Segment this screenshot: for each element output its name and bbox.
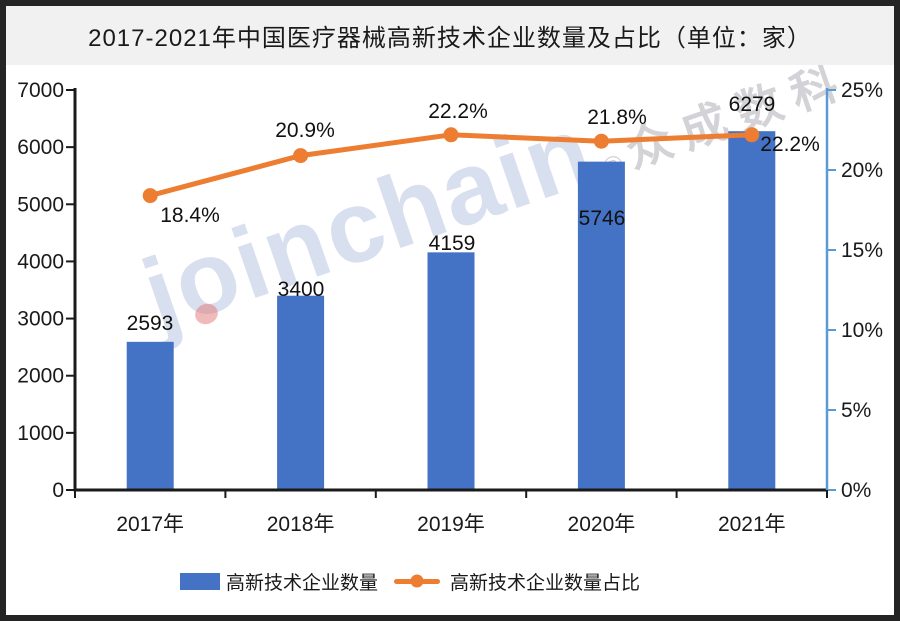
category-label-2017年: 2017年 (116, 513, 184, 536)
left-axis-tick-label: 5000 (17, 193, 64, 216)
legend: 高新技术企业数量 高新技术企业数量占比 (0, 566, 820, 596)
left-axis-tick-label: 2000 (17, 365, 64, 388)
line-value-label-2017年: 18.4% (160, 204, 220, 227)
left-axis-tick-label: 7000 (17, 79, 64, 102)
category-label-2019年: 2019年 (417, 513, 485, 536)
right-axis-tick-label: 25% (841, 79, 883, 102)
line-point-2021年 (744, 127, 760, 143)
left-axis-tick-label: 3000 (17, 308, 64, 331)
bar-value-label-2021年: 6279 (729, 93, 776, 116)
category-label-2020年: 2020年 (568, 513, 636, 536)
left-axis-tick-label: 4000 (17, 250, 64, 273)
bar-2018年 (277, 295, 325, 490)
title-band: 2017-2021年中国医疗器械高新技术企业数量及占比（单位：家） (6, 6, 894, 65)
bar-2020年 (577, 161, 625, 490)
right-axis-tick-label: 10% (841, 319, 883, 342)
bar-2017年 (126, 341, 174, 490)
page-title: 2017-2021年中国医疗器械高新技术企业数量及占比（单位：家） (88, 25, 812, 52)
line-value-label-2018年: 20.9% (275, 119, 335, 142)
line-point-2019年 (443, 127, 459, 143)
line-value-label-2020年: 21.8% (587, 106, 647, 129)
legend-line-label: 高新技术企业数量占比 (450, 572, 641, 594)
line-point-2018年 (293, 148, 309, 164)
right-axis-tick-label: 0% (841, 479, 871, 502)
left-axis-tick-label: 6000 (17, 136, 64, 159)
bar-2019年 (427, 252, 475, 490)
legend-line-marker-dot (410, 574, 424, 588)
line-point-2020年 (593, 133, 609, 149)
bar-value-label-2017年: 2593 (127, 312, 174, 335)
legend-line-swatch (394, 574, 440, 588)
ratio-line (147, 132, 755, 199)
legend-bar-label: 高新技术企业数量 (225, 572, 378, 594)
line-point-2017年 (142, 188, 158, 204)
line-value-label-2019年: 22.2% (428, 100, 488, 123)
bar-value-label-2019年: 4159 (429, 232, 476, 255)
line-value-label-2021年: 22.2% (760, 133, 820, 156)
right-axis-tick-label: 20% (841, 159, 883, 182)
legend-bar-swatch (179, 572, 220, 590)
right-axis-tick-label: 15% (841, 239, 883, 262)
category-label-2021年: 2021年 (718, 513, 786, 536)
category-label-2018年: 2018年 (267, 513, 335, 536)
left-axis-tick-label: 1000 (17, 422, 64, 445)
right-axis-tick-label: 5% (841, 399, 871, 422)
bar-value-label-2020年: 5746 (579, 207, 626, 230)
bar-2021年 (728, 131, 776, 490)
bar-value-label-2018年: 3400 (278, 278, 325, 301)
left-axis-tick-label: 0 (52, 479, 64, 502)
